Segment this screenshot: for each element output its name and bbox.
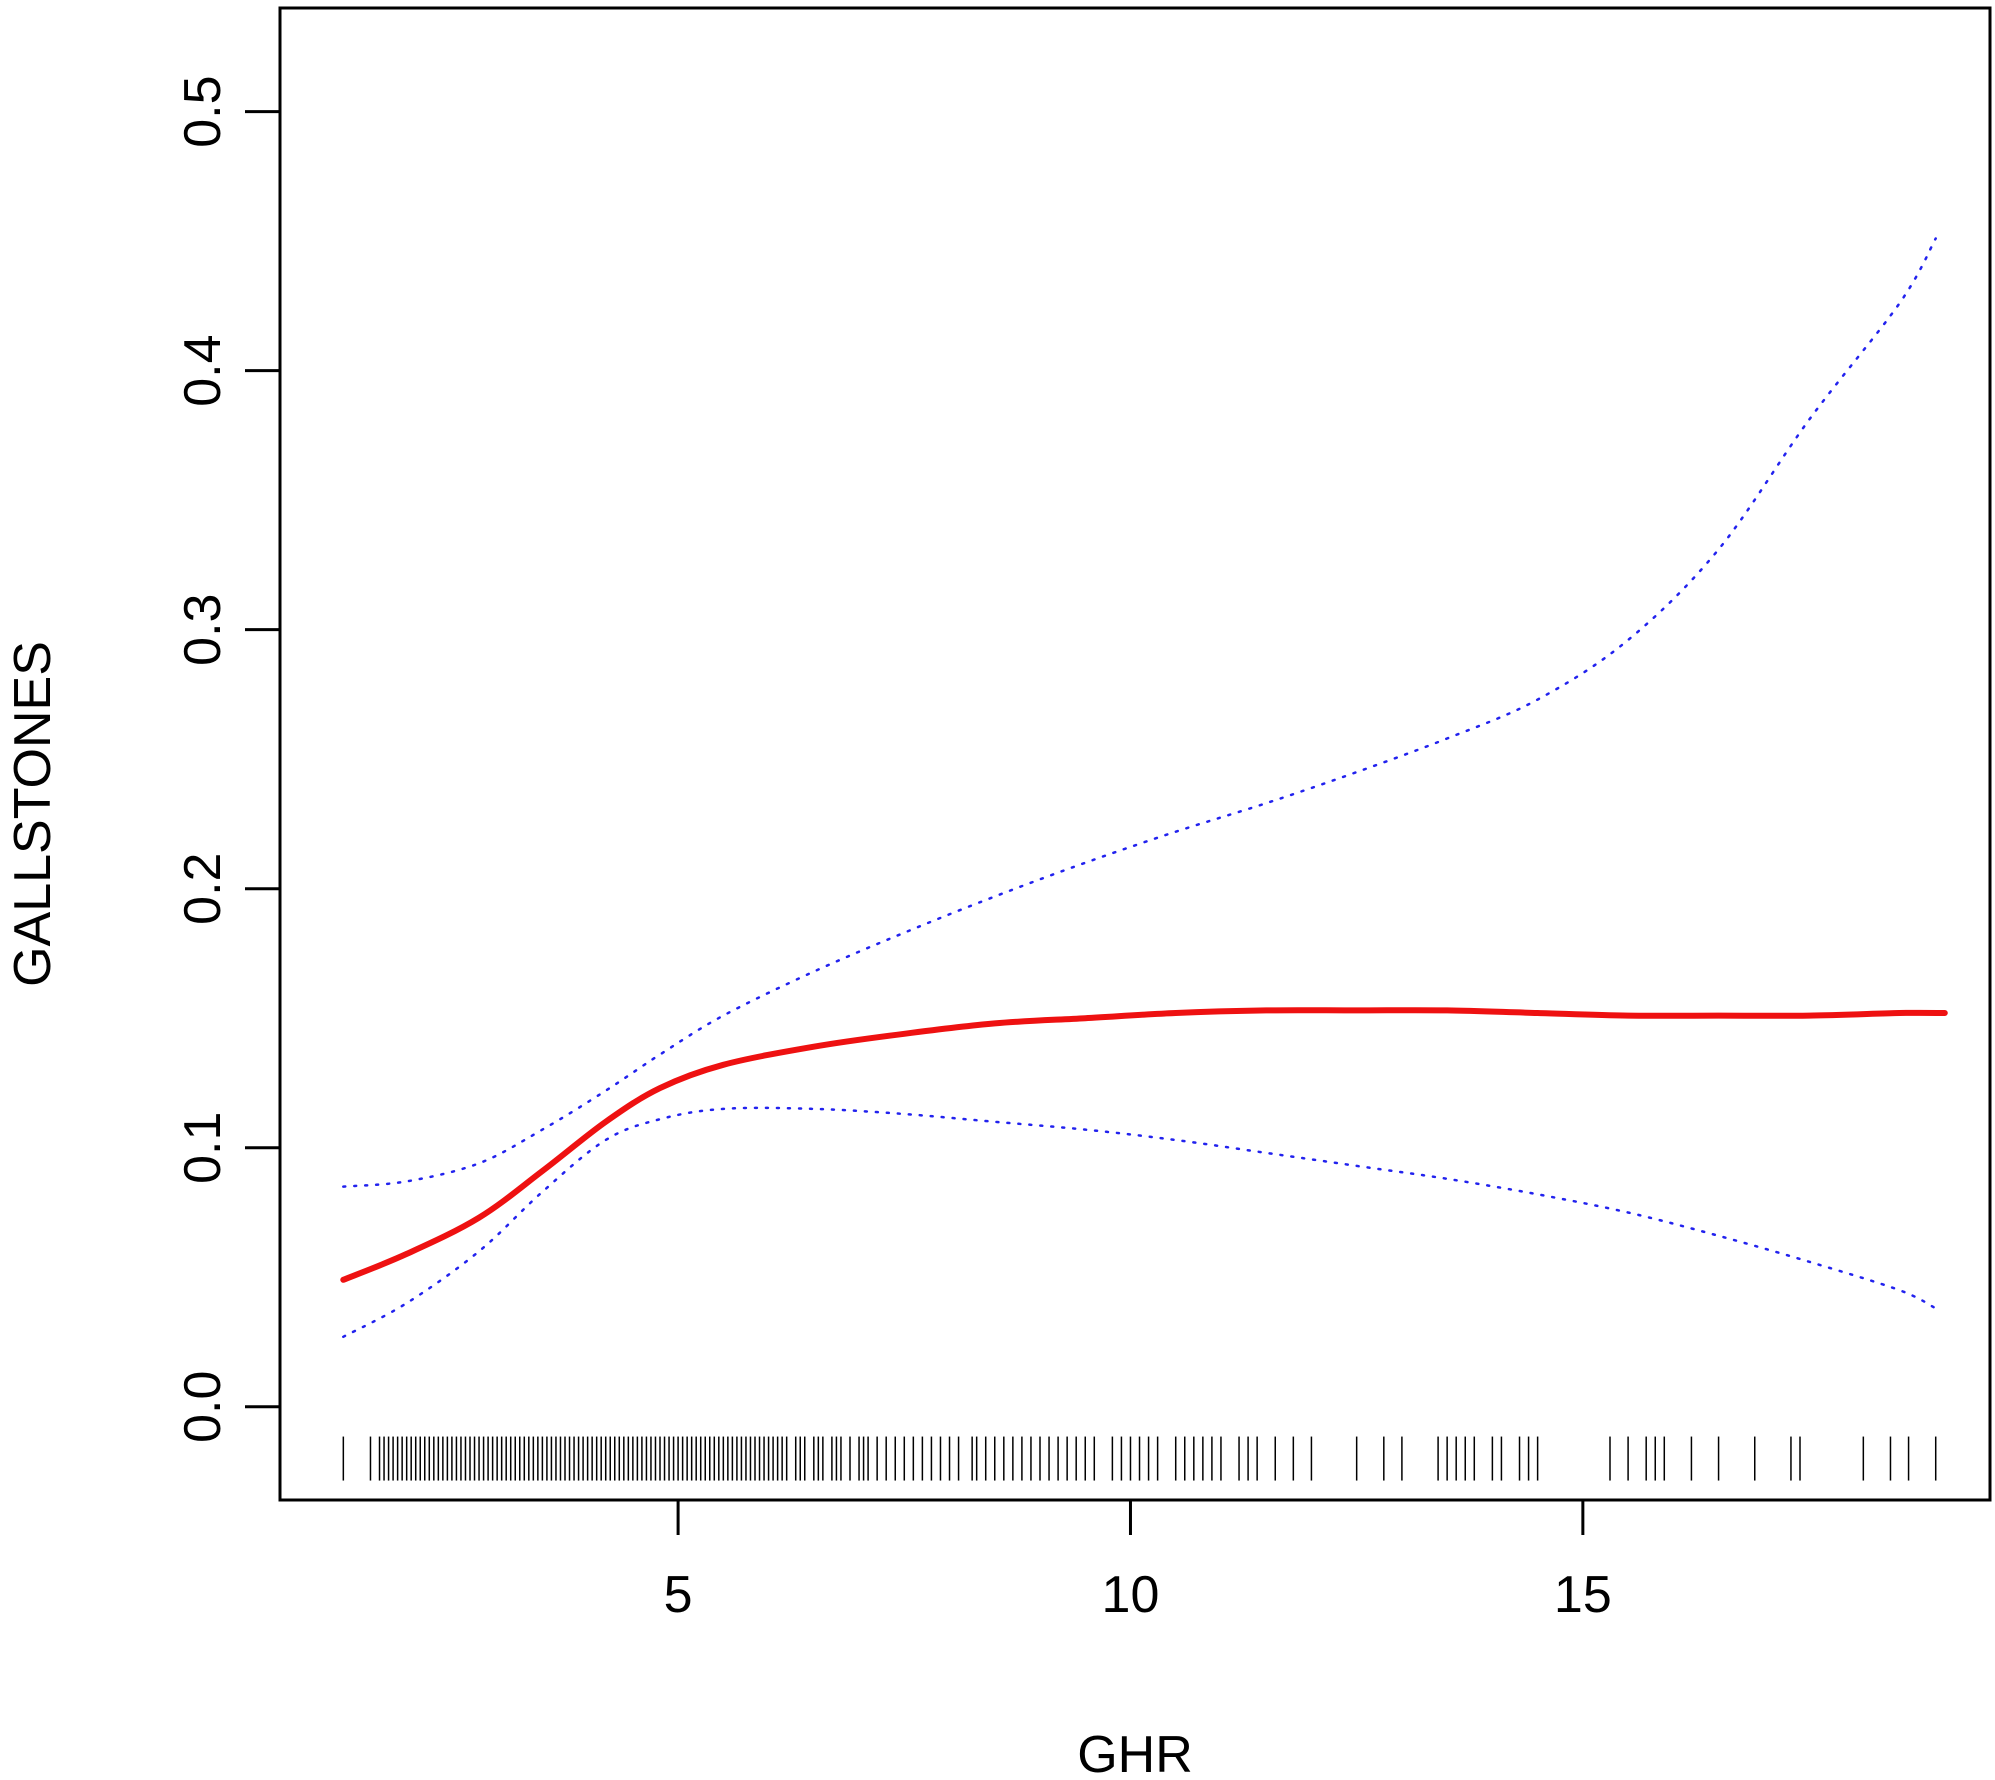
y-tick-label: 0.2 — [174, 853, 232, 925]
y-tick-label: 0.4 — [174, 334, 232, 406]
rug-layer — [342, 1436, 1937, 1481]
y-tick-label: 0.1 — [174, 1112, 232, 1184]
x-tick-label: 5 — [664, 1566, 693, 1624]
x-axis: 5 10 15 — [664, 1500, 1612, 1624]
x-tick-label: 15 — [1554, 1566, 1612, 1624]
y-axis: 0.0 0.1 0.2 0.3 0.4 0.5 — [174, 75, 280, 1443]
series-line-ci-lower — [342, 1106, 1937, 1339]
plot-frame — [278, 6, 1992, 1502]
series-line-fit — [340, 1007, 1948, 1283]
y-tick-label: 0.5 — [174, 75, 232, 147]
series-layer — [340, 237, 1948, 1339]
x-tick-label: 10 — [1102, 1566, 1160, 1624]
y-axis-title: GALLSTONES — [4, 641, 62, 987]
y-tick-label: 0.3 — [174, 594, 232, 666]
y-tick-label: 0.0 — [174, 1371, 232, 1443]
x-axis-title: GHR — [1077, 1726, 1193, 1780]
